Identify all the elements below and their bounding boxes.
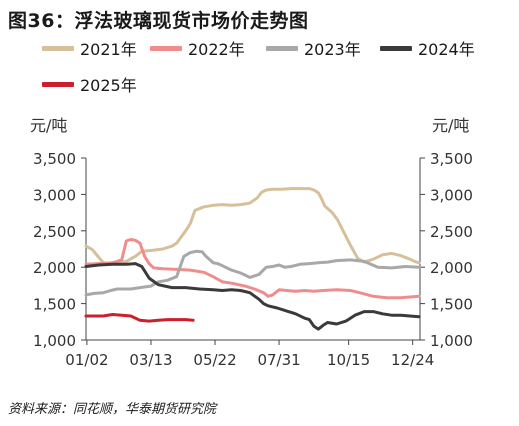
y-tick-label-right: 3,000 <box>430 186 473 204</box>
legend-swatch-2025 <box>42 81 74 87</box>
legend-label-2022: 2022年 <box>188 40 245 59</box>
series-line-2025 <box>84 313 195 323</box>
y-tick-label-left: 3,500 <box>33 150 76 168</box>
series-line-2023 <box>84 249 421 297</box>
x-tick-label: 01/02 <box>65 351 108 369</box>
legend-label-2025: 2025年 <box>80 76 137 95</box>
y-tick-label-right: 2,500 <box>430 223 473 241</box>
legend-item-2025[interactable]: 2025年 <box>42 72 137 96</box>
y-tick-label-left: 2,000 <box>33 259 76 277</box>
x-tick-label: 10/15 <box>327 351 370 369</box>
chart-title: 图36：浮法玻璃现货市场价走势图 <box>8 10 309 32</box>
x-tick-label: 12/24 <box>391 351 434 369</box>
legend-label-2021: 2021年 <box>80 40 137 59</box>
legend-swatch-2022 <box>150 45 182 51</box>
series-line-2022 <box>84 238 421 300</box>
legend-item-2021[interactable]: 2021年 <box>42 36 137 60</box>
legend-label-2023: 2023年 <box>304 40 361 59</box>
series-line-2024 <box>84 262 421 331</box>
y-tick-label-right: 3,500 <box>430 150 473 168</box>
y-axis-right-label: 元/吨 <box>432 116 469 135</box>
legend-item-2022[interactable]: 2022年 <box>150 36 245 60</box>
legend-swatch-2024 <box>380 45 412 51</box>
y-tick-label-left: 1,500 <box>33 296 76 314</box>
x-tick-label: 07/31 <box>257 351 300 369</box>
y-tick-label-right: 1,000 <box>430 332 473 350</box>
y-tick-label-left: 2,500 <box>33 223 76 241</box>
y-axis-left-label: 元/吨 <box>30 116 67 135</box>
source-note: 资料来源：同花顺，华泰期货研究院 <box>8 402 217 417</box>
x-tick-label: 03/13 <box>129 351 172 369</box>
legend-item-2024[interactable]: 2024年 <box>380 36 475 60</box>
legend-swatch-2021 <box>42 45 74 51</box>
series-line-2021 <box>84 187 421 266</box>
y-tick-label-right: 1,500 <box>430 296 473 314</box>
x-tick-label: 05/22 <box>193 351 236 369</box>
y-tick-label-left: 1,000 <box>33 332 76 350</box>
y-tick-label-right: 2,000 <box>430 259 473 277</box>
legend-label-2024: 2024年 <box>418 40 475 59</box>
legend-swatch-2023 <box>266 45 298 51</box>
y-tick-label-left: 3,000 <box>33 186 76 204</box>
legend-item-2023[interactable]: 2023年 <box>266 36 361 60</box>
